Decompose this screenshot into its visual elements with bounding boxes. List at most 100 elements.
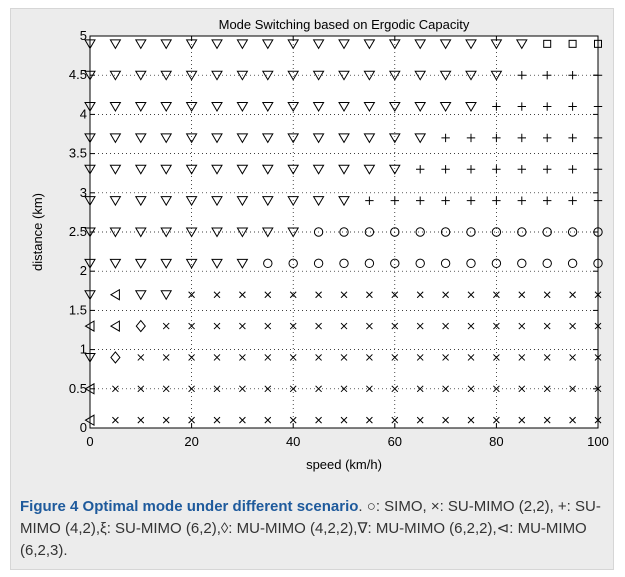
plus-marker <box>543 165 552 174</box>
triangle-down-marker <box>388 39 401 50</box>
cross-marker <box>442 354 449 361</box>
circle-marker <box>313 258 324 269</box>
triangle-down-marker <box>211 227 223 238</box>
plus-marker <box>593 71 603 80</box>
triangle-down-marker <box>465 70 477 81</box>
cross-marker <box>162 322 170 330</box>
triangle-down-marker <box>439 39 452 50</box>
triangle-down-marker <box>287 133 300 144</box>
circle-marker <box>440 258 451 269</box>
triangle-down-marker <box>287 102 300 113</box>
triangle-down-marker <box>363 164 376 175</box>
circle-marker <box>339 227 349 237</box>
x-tick-label: 60 <box>388 434 402 449</box>
x-tick-label: 80 <box>489 434 503 449</box>
cross-marker <box>543 416 551 424</box>
cross-marker <box>188 385 195 393</box>
cross-marker <box>493 291 500 299</box>
cross-marker <box>239 354 246 361</box>
cross-marker <box>569 354 576 361</box>
y-tick-label: 4 <box>80 106 87 121</box>
cross-marker <box>366 416 373 424</box>
triangle-down-marker <box>261 70 274 81</box>
triangle-down-marker <box>109 164 122 175</box>
triangle-left-marker <box>84 320 95 332</box>
cross-marker <box>239 385 246 393</box>
cross-marker <box>137 416 145 424</box>
axis-ticks: 0 20 40 60 80 100 0 0.5 1 1.5 2 2.5 3 3.5 4 4.5 5 <box>69 28 609 449</box>
triangle-down-marker <box>236 258 249 269</box>
triangle-down-marker <box>338 39 350 50</box>
triangle-down-marker <box>109 133 122 144</box>
triangle-down-marker <box>287 196 300 207</box>
cross-marker <box>340 354 348 361</box>
triangle-down-marker <box>312 133 325 144</box>
triangle-down-marker <box>160 290 173 301</box>
triangle-down-marker <box>160 258 173 269</box>
circle-marker <box>517 258 527 269</box>
triangle-down-marker <box>312 39 325 50</box>
cross-marker <box>493 354 500 361</box>
cross-marker <box>188 416 195 424</box>
triangle-down-marker <box>312 102 325 113</box>
circle-marker <box>313 227 324 237</box>
triangle-down-marker <box>236 164 249 175</box>
cross-marker <box>188 291 195 299</box>
circle-marker <box>517 227 527 237</box>
cross-marker <box>264 385 272 393</box>
triangle-down-marker <box>134 102 147 113</box>
cross-marker <box>315 385 322 393</box>
triangle-down-marker <box>109 70 122 81</box>
cross-marker <box>137 385 145 393</box>
cross-marker <box>518 416 526 424</box>
triangle-down-marker <box>261 227 274 238</box>
y-tick-label: 5 <box>80 28 87 43</box>
triangle-left-marker <box>109 320 120 332</box>
plus-marker <box>390 196 399 205</box>
cross-marker <box>188 322 195 330</box>
circle-marker <box>466 258 476 269</box>
triangle-down-marker <box>134 290 147 301</box>
circle-marker <box>390 227 400 237</box>
plus-marker <box>568 71 577 80</box>
cross-marker <box>594 322 602 330</box>
cross-marker <box>493 322 500 330</box>
triangle-down-marker <box>84 196 96 207</box>
plus-marker <box>517 71 526 80</box>
triangle-down-marker <box>160 196 173 207</box>
cross-marker <box>112 385 119 393</box>
triangle-down-marker <box>109 39 122 50</box>
cross-marker <box>569 322 576 330</box>
triangle-down-marker <box>287 164 300 175</box>
triangle-down-marker <box>211 102 223 113</box>
triangle-down-marker <box>287 227 300 238</box>
cross-marker <box>162 416 170 424</box>
triangle-down-marker <box>388 102 401 113</box>
triangle-down-marker <box>211 133 223 144</box>
cross-marker <box>467 416 475 424</box>
plus-marker <box>568 196 577 205</box>
cross-marker <box>289 385 297 393</box>
triangle-down-marker <box>338 70 350 81</box>
triangle-down-marker <box>134 39 147 50</box>
cross-marker <box>391 322 399 330</box>
circle-marker <box>491 227 502 237</box>
triangle-down-marker <box>439 70 452 81</box>
triangle-down-marker <box>211 70 223 81</box>
plus-marker <box>466 133 476 143</box>
plus-marker <box>593 133 603 143</box>
cross-marker <box>416 291 424 299</box>
triangle-down-marker <box>84 164 96 175</box>
triangle-down-marker <box>236 227 249 238</box>
y-tick-label: 2 <box>80 263 87 278</box>
triangle-down-marker <box>84 258 96 269</box>
cross-marker <box>289 354 297 361</box>
cross-marker <box>340 322 348 330</box>
plus-marker <box>492 133 501 143</box>
cross-marker <box>391 291 399 299</box>
triangle-down-marker <box>236 39 249 50</box>
plus-marker <box>543 102 552 111</box>
cross-marker <box>162 354 170 361</box>
circle-marker <box>339 258 349 269</box>
cross-marker <box>391 385 399 393</box>
